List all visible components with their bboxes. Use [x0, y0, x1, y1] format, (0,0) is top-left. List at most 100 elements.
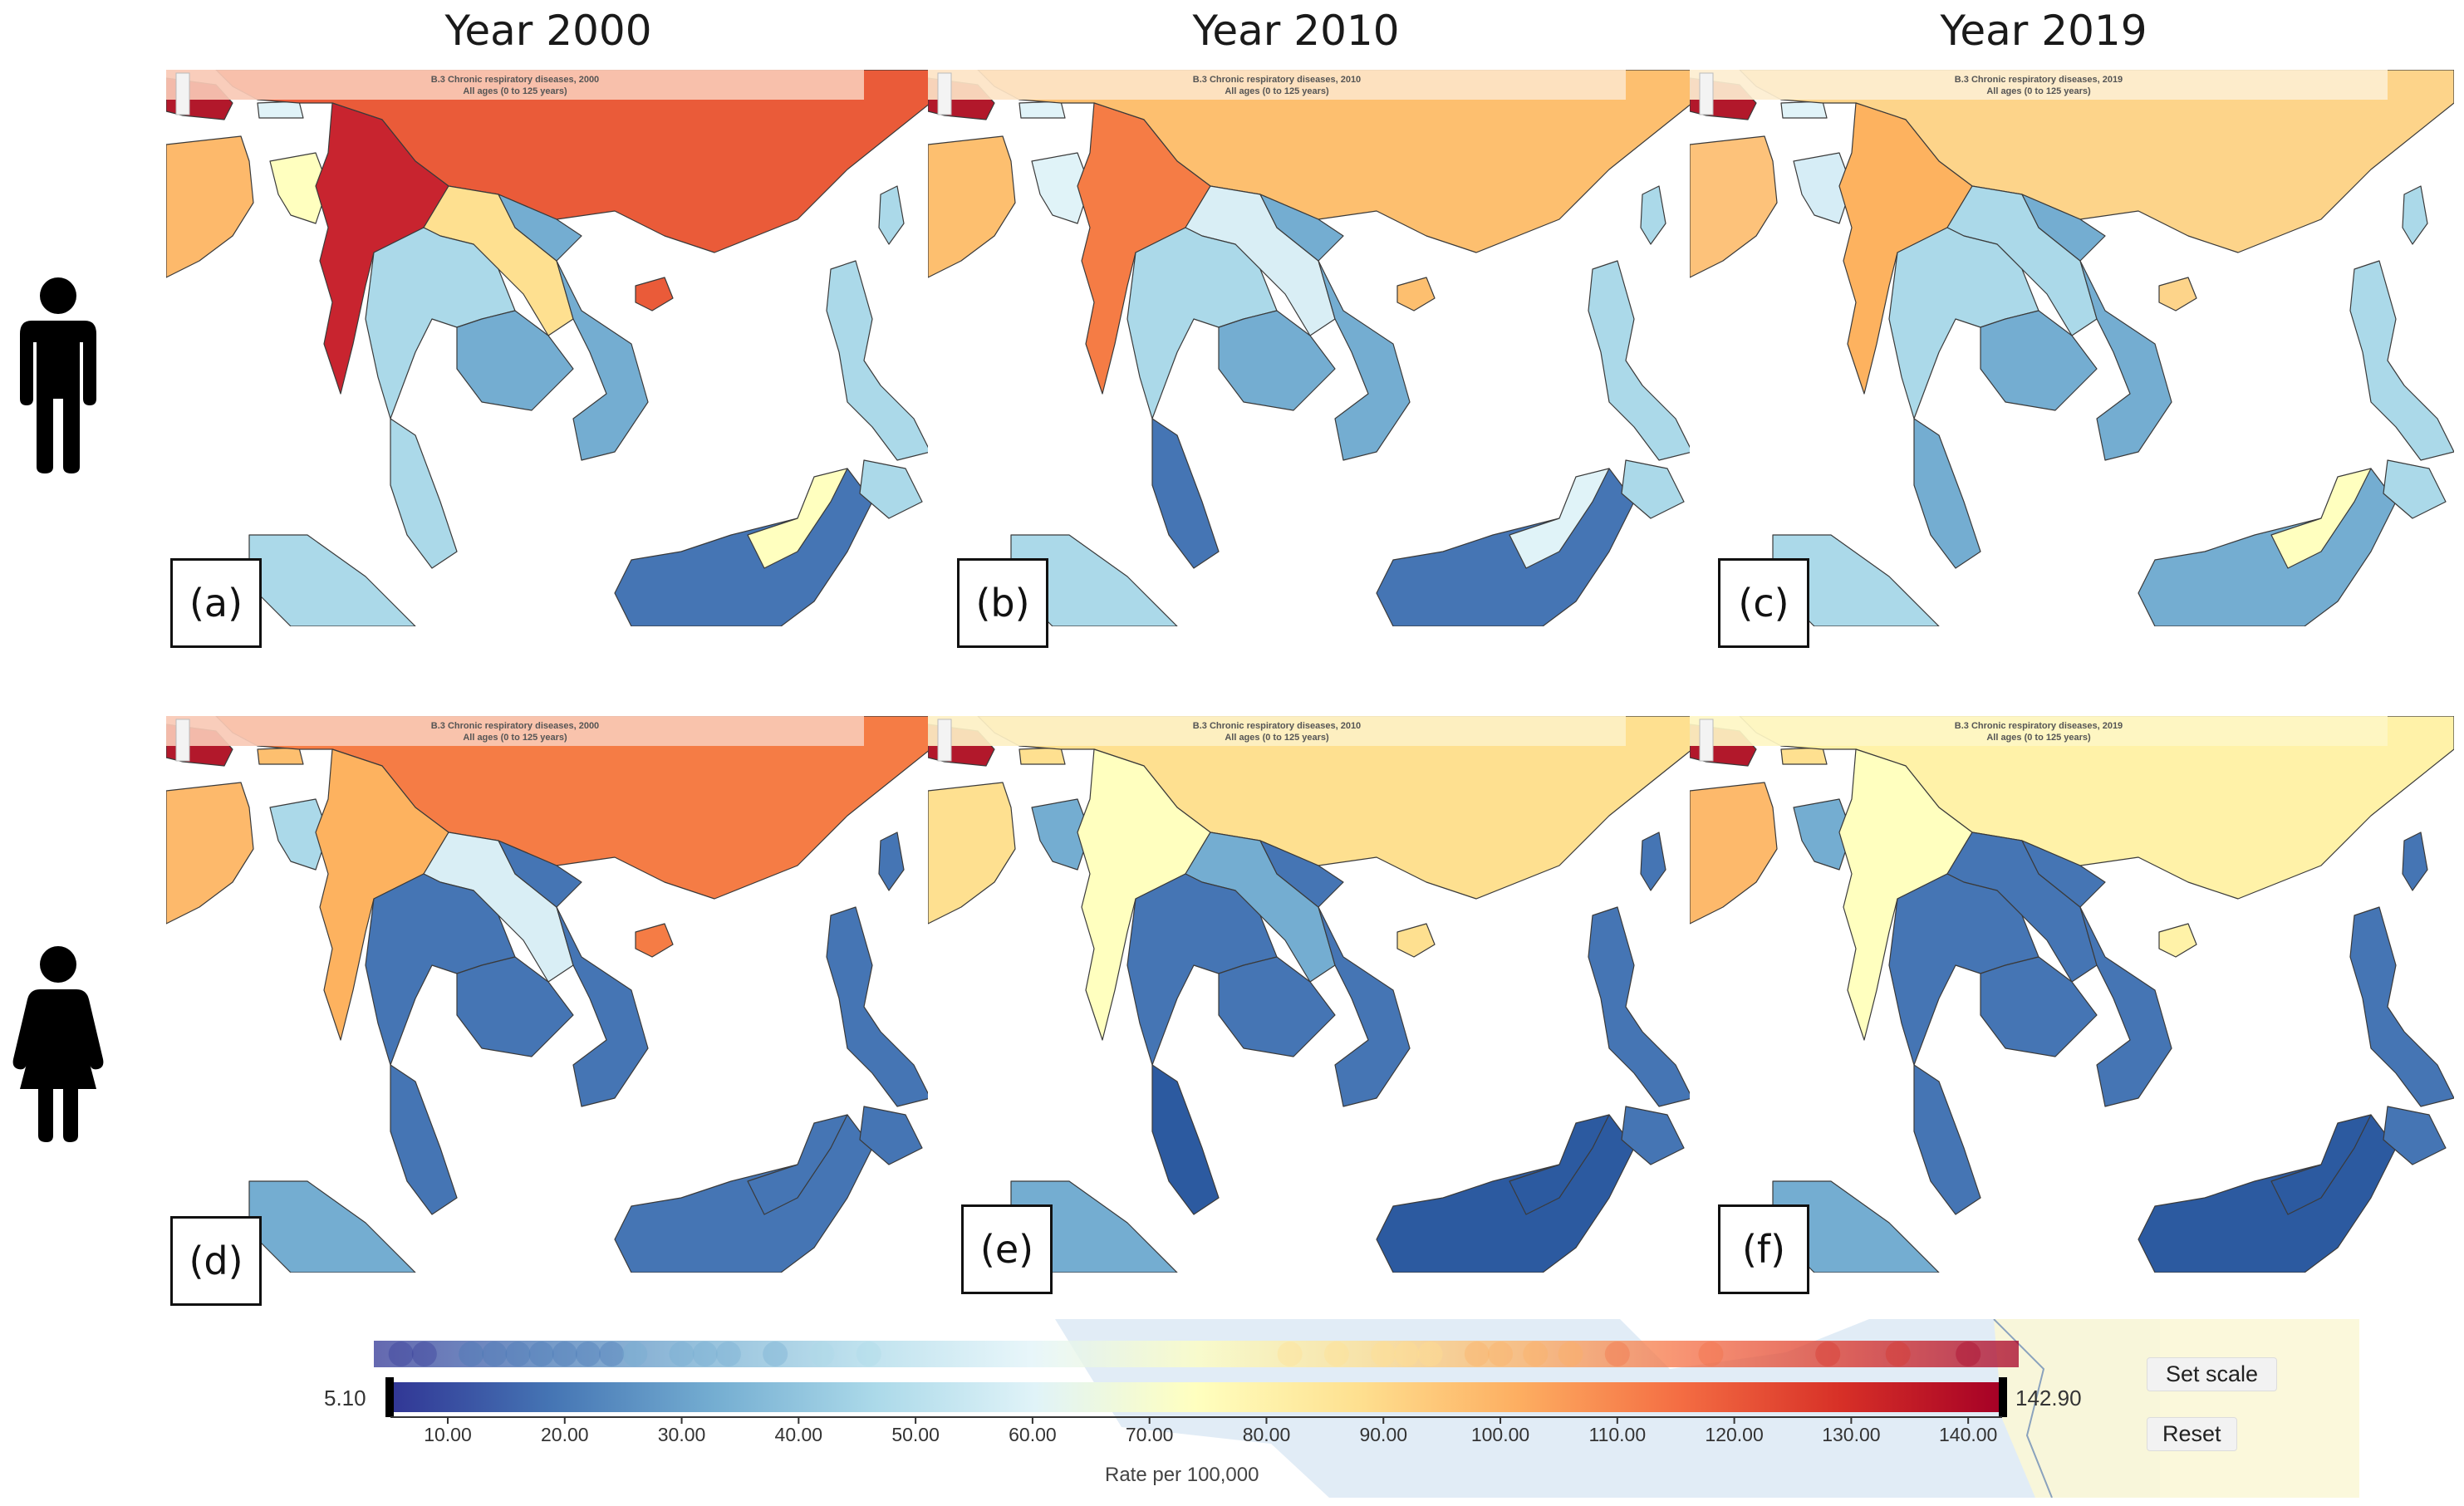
- region-bangladesh[interactable]: [269, 152, 329, 224]
- legend-data-dot: [1815, 1342, 1841, 1366]
- region-cambodia[interactable]: [456, 310, 574, 411]
- region-taiwan[interactable]: [1640, 185, 1666, 245]
- region-hainan[interactable]: [635, 277, 674, 312]
- region-cambodia[interactable]: [1980, 956, 2098, 1057]
- zoom-control[interactable]: [937, 719, 952, 762]
- region-sabah[interactable]: [747, 1114, 848, 1215]
- region-bhutan[interactable]: [257, 101, 304, 119]
- map-panel-e[interactable]: B.3 Chronic respiratory diseases, 2010 Al…: [928, 716, 1692, 1273]
- region-bhutan[interactable]: [1780, 747, 1828, 765]
- region-vietnam[interactable]: [498, 840, 649, 1107]
- region-cambodia[interactable]: [1218, 310, 1336, 411]
- region-sumatra[interactable]: [248, 1180, 416, 1273]
- region-vietnam[interactable]: [498, 194, 649, 461]
- region-india[interactable]: [166, 782, 254, 925]
- region-philippines[interactable]: [2383, 1106, 2447, 1165]
- region-philippines[interactable]: [1588, 906, 1692, 1107]
- region-hainan[interactable]: [635, 923, 674, 958]
- region-bhutan[interactable]: [1780, 101, 1828, 119]
- map-panel-c[interactable]: B.3 Chronic respiratory diseases, 2019 Al…: [1690, 70, 2454, 626]
- legend-data-dot: [1956, 1342, 1981, 1366]
- region-sabah[interactable]: [1509, 1114, 1610, 1215]
- region-malaysia[interactable]: [1913, 1064, 1981, 1215]
- region-philippines[interactable]: [1588, 260, 1692, 461]
- map-panel-a[interactable]: B.3 Chronic respiratory diseases, 2000 Al…: [166, 70, 930, 626]
- region-philippines[interactable]: [859, 1106, 923, 1165]
- zoom-control[interactable]: [1699, 719, 1714, 762]
- zoom-control[interactable]: [1699, 72, 1714, 115]
- region-hainan[interactable]: [1396, 923, 1436, 958]
- reset-button[interactable]: Reset: [2147, 1417, 2237, 1451]
- region-india[interactable]: [1690, 782, 1778, 925]
- choropleth-map[interactable]: B.3 Chronic respiratory diseases, 2000Al…: [166, 70, 930, 626]
- region-malaysia[interactable]: [390, 1064, 458, 1215]
- region-cambodia[interactable]: [1218, 956, 1336, 1057]
- region-philippines[interactable]: [2349, 906, 2454, 1107]
- region-hainan[interactable]: [1396, 277, 1436, 312]
- region-philippines[interactable]: [1621, 1106, 1685, 1165]
- map-panel-f[interactable]: B.3 Chronic respiratory diseases, 2019 Al…: [1690, 716, 2454, 1273]
- map-title-banner: [1690, 716, 2388, 746]
- zoom-control[interactable]: [937, 72, 952, 115]
- region-malaysia[interactable]: [1913, 418, 1981, 569]
- choropleth-map[interactable]: B.3 Chronic respiratory diseases, 2010Al…: [928, 716, 1692, 1273]
- region-philippines[interactable]: [1621, 459, 1685, 519]
- region-sabah[interactable]: [2270, 1114, 2372, 1215]
- region-hainan[interactable]: [2158, 277, 2197, 312]
- region-philippines[interactable]: [826, 906, 930, 1107]
- region-sabah[interactable]: [747, 468, 848, 569]
- region-bangladesh[interactable]: [1793, 152, 1853, 224]
- legend-data-dot: [1277, 1342, 1303, 1366]
- legend-max-handle[interactable]: [1999, 1377, 2007, 1417]
- zoom-control[interactable]: [175, 719, 190, 762]
- region-malaysia[interactable]: [390, 418, 458, 569]
- region-bangladesh[interactable]: [1031, 152, 1091, 224]
- region-bhutan[interactable]: [1018, 747, 1066, 765]
- region-vietnam[interactable]: [2021, 840, 2172, 1107]
- region-malaysia[interactable]: [1151, 418, 1220, 569]
- region-vietnam[interactable]: [2021, 194, 2172, 461]
- region-malaysia[interactable]: [1151, 1064, 1220, 1215]
- region-india[interactable]: [928, 135, 1016, 278]
- panel-label-f: (f): [1718, 1204, 1809, 1294]
- region-cambodia[interactable]: [456, 956, 574, 1057]
- column-title-2000: Year 2000: [444, 7, 652, 55]
- legend-min-handle[interactable]: [385, 1377, 394, 1417]
- region-philippines[interactable]: [859, 459, 923, 519]
- region-bhutan[interactable]: [1018, 101, 1066, 119]
- region-bangladesh[interactable]: [1793, 798, 1853, 871]
- choropleth-map[interactable]: B.3 Chronic respiratory diseases, 2000Al…: [166, 716, 930, 1273]
- legend-tick-label: 40.00: [774, 1424, 823, 1445]
- map-panel-d[interactable]: B.3 Chronic respiratory diseases, 2000 Al…: [166, 716, 930, 1273]
- panel-label-e: (e): [961, 1204, 1053, 1294]
- region-philippines[interactable]: [2383, 459, 2447, 519]
- zoom-control[interactable]: [175, 72, 190, 115]
- region-taiwan[interactable]: [2402, 185, 2428, 245]
- region-vietnam[interactable]: [1259, 840, 1411, 1107]
- region-sabah[interactable]: [1509, 468, 1610, 569]
- region-taiwan[interactable]: [878, 185, 905, 245]
- region-cambodia[interactable]: [1980, 310, 2098, 411]
- region-philippines[interactable]: [826, 260, 930, 461]
- legend-data-dot: [856, 1342, 881, 1366]
- region-bhutan[interactable]: [257, 747, 304, 765]
- set-scale-button[interactable]: Set scale: [2147, 1357, 2278, 1391]
- region-india[interactable]: [928, 782, 1016, 925]
- choropleth-map[interactable]: B.3 Chronic respiratory diseases, 2010Al…: [928, 70, 1692, 626]
- region-india[interactable]: [166, 135, 254, 278]
- legend-data-dot: [505, 1342, 531, 1366]
- region-taiwan[interactable]: [2402, 831, 2428, 891]
- region-vietnam[interactable]: [1259, 194, 1411, 461]
- region-bangladesh[interactable]: [269, 798, 329, 871]
- map-panel-b[interactable]: B.3 Chronic respiratory diseases, 2010 Al…: [928, 70, 1692, 626]
- region-philippines[interactable]: [2349, 260, 2454, 461]
- region-sumatra[interactable]: [248, 534, 416, 626]
- region-india[interactable]: [1690, 135, 1778, 278]
- choropleth-map[interactable]: B.3 Chronic respiratory diseases, 2019Al…: [1690, 716, 2454, 1273]
- choropleth-map[interactable]: B.3 Chronic respiratory diseases, 2019Al…: [1690, 70, 2454, 626]
- region-taiwan[interactable]: [878, 831, 905, 891]
- region-bangladesh[interactable]: [1031, 798, 1091, 871]
- region-hainan[interactable]: [2158, 923, 2197, 958]
- region-sabah[interactable]: [2270, 468, 2372, 569]
- region-taiwan[interactable]: [1640, 831, 1666, 891]
